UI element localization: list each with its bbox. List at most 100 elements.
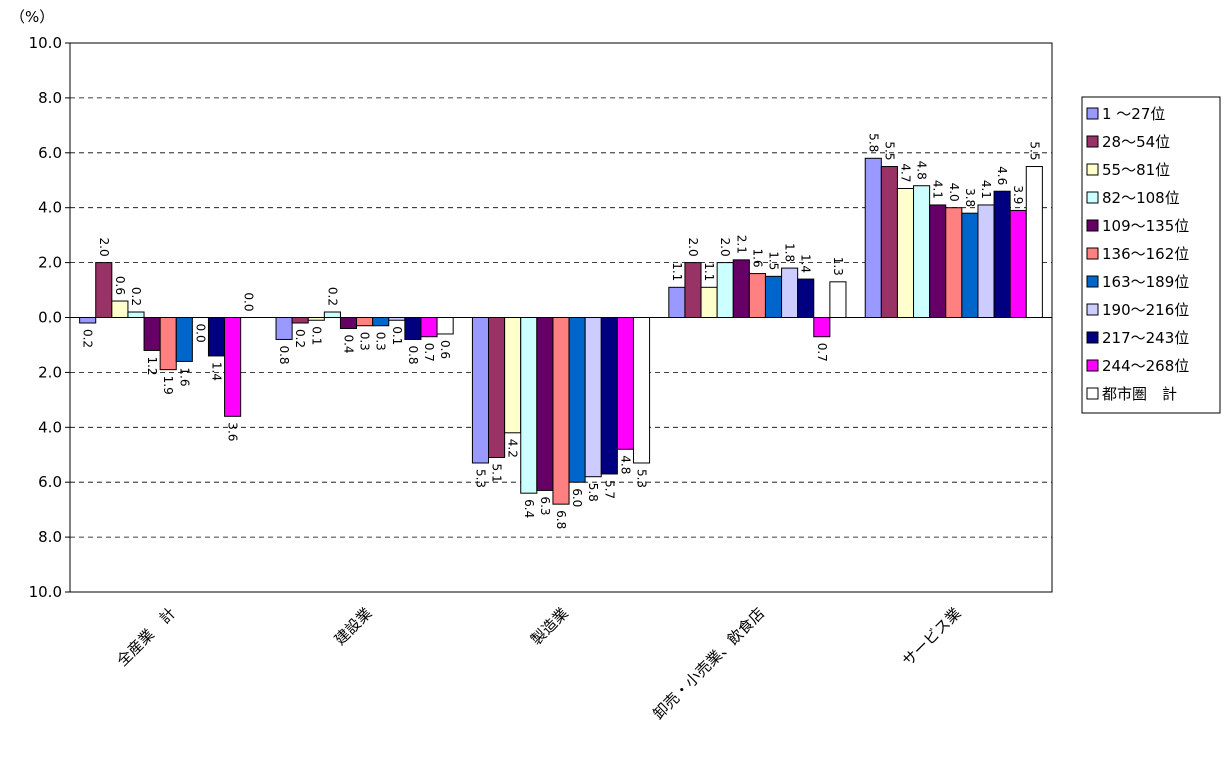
bar (764, 275, 783, 319)
y-tick-label: 4.0 (38, 199, 62, 217)
y-tick-label: 0.0 (38, 309, 62, 327)
legend-swatch (1086, 135, 1099, 148)
legend-label: 都市圏 計 (1102, 385, 1177, 403)
value-label: 1.3 (831, 257, 845, 276)
bar (668, 286, 686, 318)
legend-swatch (1086, 247, 1099, 260)
value-label: 4.6 (995, 166, 1009, 185)
value-label: 0.0 (242, 292, 256, 311)
value-label: 0.0 (193, 324, 207, 343)
x-tick-label: 製造業 (527, 604, 572, 649)
value-label: 5.7 (602, 480, 616, 499)
bar (1009, 209, 1027, 319)
value-label: 1.6 (750, 248, 764, 267)
y-tick-label: 8.0 (38, 89, 62, 107)
bar (79, 317, 97, 324)
legend-label: 28～54位 (1102, 133, 1170, 151)
bar (291, 317, 309, 324)
value-label: 1.4 (799, 254, 813, 273)
value-label: 6.4 (522, 499, 536, 518)
value-label: 3.8 (963, 188, 977, 207)
bar (127, 311, 145, 319)
bar (977, 204, 995, 318)
bar (748, 273, 766, 318)
bar (520, 317, 538, 494)
bar (716, 262, 734, 319)
bar (929, 204, 947, 318)
bar (207, 317, 226, 357)
value-label: 4.1 (979, 180, 993, 199)
value-label: 2.0 (686, 238, 700, 257)
value-label: 4.8 (915, 161, 929, 180)
bar (684, 262, 702, 319)
value-label: 0.7 (422, 343, 436, 362)
unit-label: （%） (10, 8, 54, 26)
value-label: 1.2 (145, 356, 159, 375)
x-tick-label: 全産業 計 (113, 604, 179, 670)
legend-label: 190～216位 (1102, 301, 1189, 319)
value-label: 2.0 (97, 238, 111, 257)
value-label: 0.1 (309, 326, 323, 345)
value-label: 3.6 (226, 422, 240, 441)
bar (95, 262, 113, 319)
value-label: 0.3 (358, 332, 372, 351)
bar (584, 317, 602, 478)
bar (420, 317, 438, 338)
legend-label: 109～135位 (1102, 217, 1189, 235)
bar (471, 317, 490, 464)
legend-swatch (1086, 303, 1099, 316)
bar (404, 317, 422, 340)
legend-label: 1 ～27位 (1102, 105, 1165, 123)
value-label: 4.7 (898, 163, 912, 182)
value-label: 6.8 (554, 510, 568, 529)
value-label: 1.9 (161, 376, 175, 395)
value-label: 0.6 (113, 276, 127, 295)
bar (993, 190, 1011, 318)
value-label: 1.5 (767, 251, 781, 270)
legend-swatch (1086, 163, 1099, 176)
value-label: 1.1 (702, 262, 716, 281)
bar (488, 317, 506, 458)
bar (552, 317, 570, 505)
bar (616, 317, 634, 450)
legend-label: 163～189位 (1102, 273, 1189, 291)
bar (880, 166, 898, 318)
legend-label: 82～108位 (1102, 189, 1180, 207)
value-label: 5.1 (490, 463, 504, 482)
value-label: 1.8 (783, 243, 797, 262)
value-label: 5.8 (866, 133, 880, 152)
value-label: 0.7 (815, 343, 829, 362)
y-tick-label: 10.0 (29, 34, 62, 52)
bar (600, 317, 618, 475)
value-label: 0.2 (325, 287, 339, 306)
value-label: 0.1 (390, 326, 404, 345)
value-label: 4.1 (931, 180, 945, 199)
legend-swatch (1086, 191, 1099, 204)
value-label: 0.8 (406, 345, 420, 364)
value-label: 0.6 (438, 340, 452, 359)
bar (961, 212, 979, 318)
y-tick-label: 6.0 (38, 473, 62, 491)
legend-swatch (1086, 275, 1099, 288)
value-label: 0.4 (341, 334, 355, 353)
y-tick-label: 6.0 (38, 144, 62, 162)
value-label: 2.1 (734, 235, 748, 254)
bar (945, 207, 963, 318)
bar (864, 157, 882, 318)
bar (913, 185, 931, 318)
y-tick-label: 4.0 (38, 418, 62, 436)
value-label: 4.0 (947, 183, 961, 202)
y-tick-label: 2.0 (38, 363, 62, 381)
y-tick-label: 10.0 (29, 583, 62, 601)
y-tick-label: 2.0 (38, 254, 62, 272)
bar (436, 317, 454, 335)
legend (1081, 96, 1221, 414)
bar (896, 187, 915, 318)
bar (159, 317, 177, 371)
value-label: 5.3 (635, 469, 649, 488)
bar (224, 317, 242, 417)
bar (323, 311, 341, 319)
bar (829, 281, 847, 319)
bar (813, 317, 831, 338)
